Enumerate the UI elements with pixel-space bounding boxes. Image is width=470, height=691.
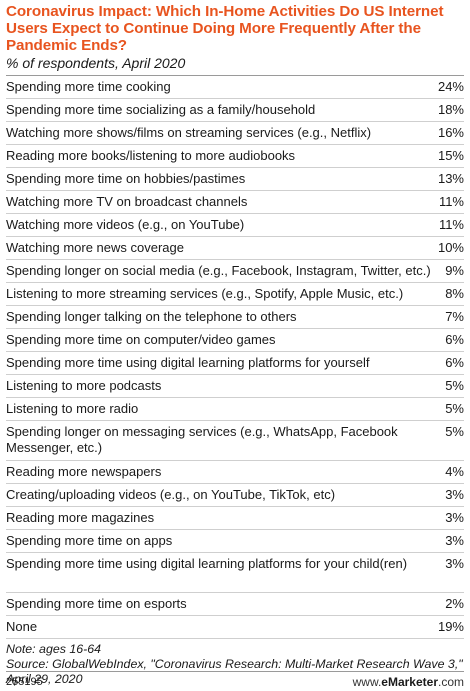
row-value: 3%	[445, 487, 464, 502]
row-value: 8%	[445, 286, 464, 301]
row-value: 16%	[437, 125, 464, 140]
row-label: Watching more videos (e.g., on YouTube)	[6, 217, 245, 232]
table-row: Watching more videos (e.g., on YouTube) 1…	[6, 214, 464, 237]
table-row: Reading more books/listening to more aud…	[6, 145, 464, 168]
table-row: Spending more time on esports 2%	[6, 593, 464, 616]
row-value: 3%	[445, 556, 464, 571]
brand-prefix: www.	[352, 675, 382, 689]
table-row: None 19%	[6, 616, 464, 639]
row-value: 3%	[445, 510, 464, 525]
row-label: Creating/uploading videos (e.g., on YouT…	[6, 487, 336, 502]
row-label: Watching more TV on broadcast channels	[6, 194, 248, 209]
row-value: 5%	[445, 401, 464, 416]
row-value: 5%	[445, 378, 464, 393]
chart-subtitle: % of respondents, April 2020	[6, 55, 186, 71]
row-label: Spending longer on social media (e.g., F…	[6, 263, 431, 278]
row-value: 10%	[437, 240, 464, 255]
brand-name: eMarketer	[381, 675, 438, 689]
row-value: 6%	[445, 355, 464, 370]
row-label: Spending longer talking on the telephone…	[6, 309, 297, 324]
source-text: Source: GlobalWebIndex, "Coronavirus Res…	[6, 657, 463, 686]
row-value: 2%	[445, 596, 464, 611]
row-value: 13%	[437, 171, 464, 186]
row-value: 7%	[445, 309, 464, 324]
table-row: Spending more time on apps 3%	[6, 530, 464, 553]
brand-suffix: .com	[437, 675, 464, 689]
table-row: Spending longer talking on the telephone…	[6, 306, 464, 329]
row-label: Watching more shows/films on streaming s…	[6, 125, 372, 140]
table-row: Reading more magazines 3%	[6, 507, 464, 530]
row-value: 11%	[438, 217, 464, 232]
row-label: Spending longer on messaging services (e…	[6, 424, 398, 455]
note-text: Note: ages 16-64	[6, 642, 102, 656]
row-value: 9%	[445, 263, 464, 278]
table-row: Spending more time socializing as a fami…	[6, 99, 464, 122]
row-label: Spending more time on hobbies/pastimes	[6, 171, 246, 186]
table-row: Listening to more podcasts 5%	[6, 375, 464, 398]
chart-title: Coronavirus Impact: Which In-Home Activi…	[6, 3, 444, 54]
row-label: Listening to more streaming services (e.…	[6, 286, 404, 301]
table-row: Spending more time on hobbies/pastimes 13…	[6, 168, 464, 191]
table-row: Spending more time using digital learnin…	[6, 352, 464, 375]
data-table: Spending more time cooking 24% Spending mo…	[6, 75, 464, 639]
chart-note: Note: ages 16-64 Source: GlobalWebIndex,…	[6, 642, 464, 687]
row-label: Spending more time on computer/video gam…	[6, 332, 276, 347]
chart-id: 255195	[6, 676, 43, 688]
table-row: Spending more time on computer/video gam…	[6, 329, 464, 352]
table-row: Spending more time using digital learnin…	[6, 553, 464, 593]
row-label: Reading more books/listening to more aud…	[6, 148, 296, 163]
table-row: Watching more TV on broadcast channels 11…	[6, 191, 464, 214]
row-label: Spending more time on esports	[6, 596, 187, 611]
row-label: None	[6, 619, 38, 634]
table-row: Spending longer on messaging services (e…	[6, 421, 464, 461]
table-row: Watching more shows/films on streaming s…	[6, 122, 464, 145]
row-label: Listening to more podcasts	[6, 378, 162, 393]
table-row: Creating/uploading videos (e.g., on YouT…	[6, 484, 464, 507]
row-value: 3%	[445, 533, 464, 548]
row-label: Spending more time on apps	[6, 533, 173, 548]
table-row: Spending longer on social media (e.g., F…	[6, 260, 464, 283]
row-value: 5%	[445, 424, 464, 439]
row-value: 18%	[437, 102, 464, 117]
brand-logo: www.eMarketer.com	[353, 675, 464, 689]
row-value: 4%	[445, 464, 464, 479]
row-value: 11%	[438, 194, 464, 209]
table-row: Reading more newspapers 4%	[6, 461, 464, 484]
row-label: Reading more magazines	[6, 510, 155, 525]
table-row: Listening to more radio 5%	[6, 398, 464, 421]
row-value: 15%	[437, 148, 464, 163]
table-row: Listening to more streaming services (e.…	[6, 283, 464, 306]
row-label: Spending more time using digital learnin…	[6, 556, 408, 571]
row-label: Spending more time socializing as a fami…	[6, 102, 316, 117]
row-label: Listening to more radio	[6, 401, 139, 416]
table-row: Watching more news coverage 10%	[6, 237, 464, 260]
row-value: 24%	[437, 79, 464, 94]
row-value: 6%	[445, 332, 464, 347]
footer: 255195 www.eMarketer.com	[6, 671, 464, 689]
row-value: 19%	[437, 619, 464, 634]
row-label: Spending more time cooking	[6, 79, 171, 94]
row-label: Watching more news coverage	[6, 240, 184, 255]
row-label: Reading more newspapers	[6, 464, 162, 479]
table-row: Spending more time cooking 24%	[6, 76, 464, 99]
row-label: Spending more time using digital learnin…	[6, 355, 370, 370]
